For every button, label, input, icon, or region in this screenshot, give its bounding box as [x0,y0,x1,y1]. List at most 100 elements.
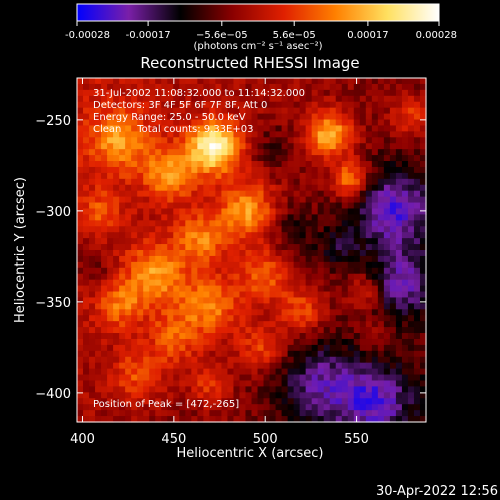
heatmap-cell [215,107,223,115]
heatmap-cell [359,291,367,299]
heatmap-cell [311,95,319,103]
heatmap-cell [293,267,301,275]
heatmap-cell [365,327,373,334]
heatmap-cell [155,131,162,138]
heatmap-cell [281,350,289,358]
heatmap-cell [395,386,403,393]
heatmap-cell [329,226,337,233]
heatmap-cell [299,356,307,364]
heatmap-cell [179,291,186,299]
heatmap-cell [173,267,180,275]
heatmap-cell [113,327,120,334]
heatmap-cell [149,250,156,257]
heatmap-cell [371,214,379,221]
heatmap-cell [407,267,415,275]
heatmap-cell [413,297,421,304]
heatmap-cell [413,155,421,162]
heatmap-cell [245,255,253,263]
heatmap-cell [311,250,319,257]
heatmap-cell [275,344,283,352]
heatmap-cell [419,184,427,192]
heatmap-cell [257,410,265,417]
heatmap-cell [197,244,204,251]
heatmap-cell [401,273,409,281]
heatmap-cell [143,368,150,376]
heatmap-cell [323,113,331,121]
heatmap-cell [257,374,265,382]
heatmap-cell [419,161,427,168]
heatmap-cell [89,362,96,370]
heatmap-cell [113,273,120,281]
heatmap-cell [359,172,367,180]
heatmap-cell [257,285,265,293]
heatmap-cell [413,83,421,91]
heatmap-cell [389,362,397,370]
heatmap-cell [239,255,247,263]
heatmap-cell [377,386,385,393]
heatmap-cell [257,172,265,180]
heatmap-cell [347,333,355,340]
heatmap-cell [323,380,331,388]
heatmap-cell [215,89,223,97]
heatmap-cell [203,89,210,97]
heatmap-cell [131,255,138,263]
heatmap-cell [125,155,132,162]
heatmap-cell [341,350,349,358]
heatmap-cell [329,143,337,150]
heatmap-cell [119,356,126,364]
heatmap-cell [251,208,259,216]
heatmap-cell [137,261,144,269]
heatmap-cell [101,155,108,162]
heatmap-cell [395,202,403,210]
heatmap-cell [125,143,132,150]
heatmap-cell [323,273,331,281]
heatmap-cell [365,350,373,358]
heatmap-cell [209,226,216,233]
heatmap-cell [215,321,223,328]
heatmap-cell [155,279,162,287]
heatmap-cell [257,392,265,399]
heatmap-cell [317,214,325,221]
heatmap-cell [275,119,283,127]
heatmap-cell [137,196,144,204]
heatmap-cell [233,107,241,115]
heatmap-cell [395,166,403,174]
heatmap-cell [401,267,409,275]
heatmap-cell [257,255,265,263]
heatmap-cell [365,303,373,310]
heatmap-cell [395,404,403,411]
heatmap-cell [329,333,337,340]
heatmap-cell [281,386,289,393]
heatmap-cell [305,184,313,192]
heatmap-cell [143,220,150,227]
heatmap-cell [209,356,216,364]
heatmap-cell [221,202,229,210]
heatmap-cell [113,220,120,227]
heatmap-cell [311,226,319,233]
heatmap-cell [353,184,361,192]
heatmap-cell [353,107,361,115]
heatmap-cell [353,362,361,370]
heatmap-cell [329,327,337,334]
heatmap-cell [245,321,253,328]
heatmap-cell [341,315,349,322]
heatmap-cell [401,410,409,417]
heatmap-cell [107,119,114,127]
heatmap-cell [269,196,277,204]
heatmap-cell [233,255,241,263]
heatmap-cell [179,95,186,103]
heatmap-cell [347,131,355,138]
heatmap-cell [311,196,319,204]
heatmap-cell [395,291,403,299]
heatmap-cell [167,350,174,358]
heatmap-cell [233,238,241,245]
heatmap-cell [263,350,271,358]
heatmap-cell [131,273,138,281]
heatmap-cell [329,297,337,304]
heatmap-cell [263,303,271,310]
heatmap-cell [419,166,427,174]
heatmap-cell [299,238,307,245]
heatmap-cell [143,208,150,216]
heatmap-cell [329,356,337,364]
heatmap-cell [113,78,120,85]
